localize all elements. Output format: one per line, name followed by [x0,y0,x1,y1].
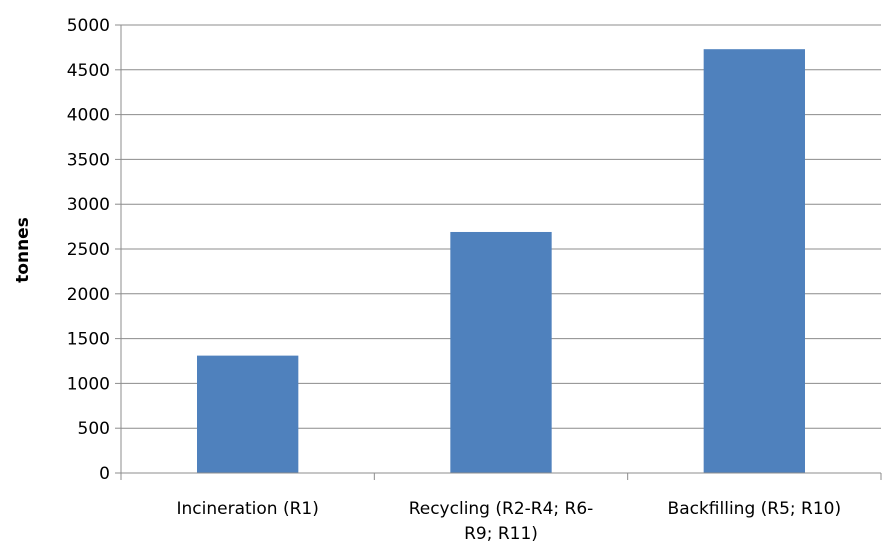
bar [703,49,805,473]
y-tick-label: 0 [99,464,110,484]
x-category-labels: Incineration (R1) Recycling (R2-R4; R6- R9… [176,499,841,544]
y-tick-label: 3000 [67,195,110,215]
bars [197,49,805,473]
y-tick-label: 2500 [67,240,110,260]
x-category-label: Recycling (R2-R4; R6- [409,499,594,519]
y-tick-label: 1000 [67,374,110,394]
bar [450,231,552,473]
x-category-label: R9; R11) [464,524,538,544]
y-axis-title: tonnes [13,217,33,283]
x-category-label: Incineration (R1) [176,499,318,519]
y-tick-labels: 0 500 1000 1500 2000 2500 3000 3500 4000 4500 5000 [67,16,110,484]
bar [197,355,299,473]
y-tick-label: 1500 [67,330,110,350]
y-tick-label: 5000 [67,16,110,36]
axes [120,25,882,480]
y-tick-label: 3500 [67,150,110,170]
x-category-label: Backfilling (R5; R10) [668,499,842,519]
y-tick-label: 2000 [67,285,110,305]
y-tick-label: 4000 [67,106,110,126]
y-tick-label: 4500 [67,61,110,81]
y-tick-label: 500 [78,419,110,439]
